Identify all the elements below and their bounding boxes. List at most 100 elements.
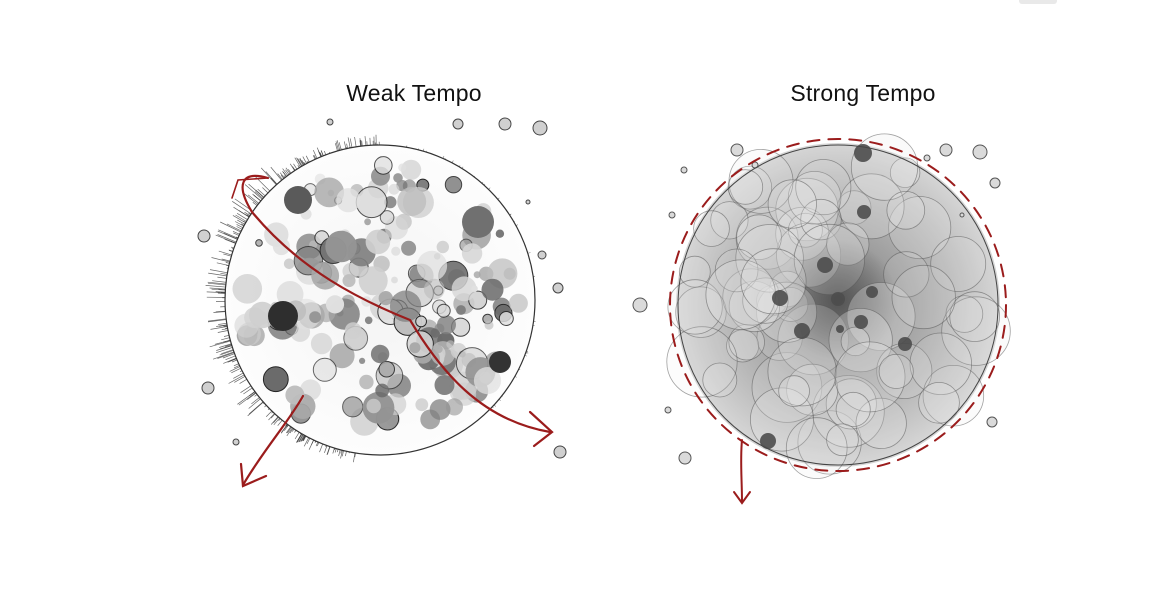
strong-tempo-illustration (632, 133, 1011, 505)
particle (401, 240, 417, 256)
bubble (693, 210, 730, 247)
dark-particle (772, 290, 788, 306)
particle (436, 303, 451, 318)
particle (461, 243, 483, 264)
floating-particle (532, 120, 548, 136)
dark-particle (268, 301, 298, 331)
floating-particle (680, 166, 688, 174)
floating-particle (923, 154, 931, 162)
bubble (710, 201, 749, 240)
particle (344, 322, 362, 339)
bubble (795, 159, 852, 216)
down-arrow-path (241, 394, 305, 487)
particle (358, 266, 388, 296)
particle (336, 188, 361, 213)
particle (391, 276, 398, 284)
dark-particle (898, 337, 912, 351)
weak-tempo-panel: Weak Tempo (197, 80, 567, 488)
bubble (918, 381, 960, 424)
particle (444, 176, 463, 194)
particle (378, 291, 393, 306)
floating-particle (664, 406, 672, 414)
dark-particle (831, 292, 845, 306)
edge-hair (205, 285, 229, 288)
bubble (835, 391, 871, 427)
particle (409, 342, 421, 354)
bubble (945, 295, 984, 333)
weak-tempo-arrows (231, 174, 554, 488)
particle (498, 311, 514, 326)
particle (416, 250, 448, 281)
dark-particle (817, 257, 833, 273)
edge-hair (218, 229, 241, 240)
particle (420, 409, 441, 430)
edge-hair (238, 390, 259, 406)
particle (309, 311, 321, 323)
particle (379, 210, 395, 225)
edge-hair (244, 184, 265, 202)
bubble (702, 362, 738, 398)
particle (283, 258, 295, 270)
bubble (735, 224, 804, 293)
particle (450, 385, 465, 401)
dark-particle (854, 144, 872, 162)
bubble (667, 279, 723, 335)
particle (359, 357, 366, 364)
bubble (825, 378, 877, 430)
particle (370, 344, 390, 364)
strong-tempo-dark-particles (760, 144, 912, 449)
particle (484, 320, 494, 330)
floating-particle (939, 143, 953, 157)
bubble (778, 375, 810, 407)
bubble (889, 157, 921, 188)
edge-hair (237, 389, 258, 405)
particle (398, 163, 407, 172)
floating-particle (632, 297, 648, 313)
bubble (930, 236, 987, 292)
bubble (838, 173, 905, 240)
bubble (909, 332, 972, 395)
bubble (785, 417, 848, 479)
particle (388, 183, 400, 195)
dark-particle (489, 351, 511, 373)
bubble (826, 423, 859, 457)
bubble (728, 280, 780, 333)
bubble (666, 326, 738, 398)
particle (415, 398, 429, 412)
weak-tempo-particles (232, 156, 528, 436)
weak-tempo-title: Weak Tempo (346, 80, 482, 106)
weak-tempo-outer-particles (197, 117, 567, 459)
floating-particle (730, 143, 744, 157)
bubble (675, 286, 727, 338)
particle (312, 357, 337, 382)
particle (391, 246, 401, 256)
floating-particle (553, 445, 567, 459)
bubble (728, 324, 765, 361)
bubble (826, 222, 870, 266)
bubble (949, 291, 1001, 342)
floating-particle (668, 211, 676, 219)
particle (364, 218, 371, 226)
bubble (828, 307, 893, 373)
particle (445, 398, 463, 416)
strong-tempo-outline (677, 144, 999, 466)
diagonal-arrow-path (241, 174, 552, 434)
particle (310, 332, 333, 355)
bubble (883, 251, 930, 298)
diagonal-arrow-tail-icon (231, 177, 269, 199)
edge-hair (232, 201, 254, 216)
bubble (886, 191, 926, 230)
down-arrow-head-icon (239, 462, 268, 488)
bubble (714, 248, 759, 293)
strong-tempo-arrows (669, 138, 1007, 505)
bubble (888, 196, 952, 260)
particle (237, 322, 261, 346)
particle (342, 396, 364, 418)
particle (471, 285, 478, 293)
floating-particle (989, 177, 1001, 189)
edge-hair (260, 167, 279, 188)
dark-particle (866, 286, 878, 298)
particle (423, 278, 445, 300)
bubble (941, 296, 1011, 366)
bubble (678, 255, 711, 288)
